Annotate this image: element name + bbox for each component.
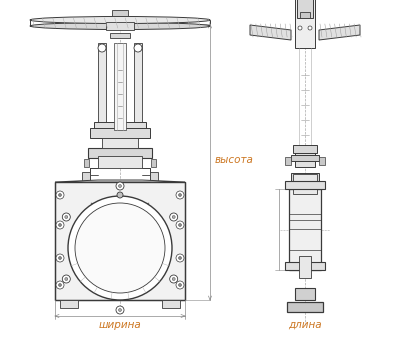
Bar [60, 300, 78, 308]
Bar [112, 10, 128, 16]
Circle shape [75, 203, 165, 293]
Ellipse shape [30, 22, 210, 29]
Bar [110, 33, 130, 38]
Circle shape [65, 216, 68, 219]
Circle shape [56, 281, 64, 289]
Bar [293, 145, 317, 153]
Circle shape [56, 191, 64, 199]
Bar [291, 173, 319, 181]
Bar [98, 156, 142, 168]
Bar [134, 43, 142, 130]
Bar [287, 302, 323, 312]
Circle shape [62, 275, 70, 283]
Bar [106, 22, 134, 30]
Bar [98, 43, 106, 130]
Bar [150, 172, 158, 182]
Circle shape [178, 224, 182, 227]
Circle shape [58, 256, 62, 260]
Bar [114, 43, 126, 130]
Bar [291, 155, 319, 161]
Bar [88, 148, 152, 158]
Polygon shape [250, 25, 291, 40]
Circle shape [58, 193, 62, 197]
Circle shape [178, 193, 182, 197]
Circle shape [298, 26, 302, 30]
Circle shape [176, 281, 184, 289]
Bar [295, 153, 315, 167]
Bar [300, 12, 310, 18]
Bar [297, 0, 313, 18]
Circle shape [176, 191, 184, 199]
Circle shape [176, 254, 184, 262]
Text: ширина: ширина [99, 320, 141, 330]
Bar [151, 159, 156, 167]
Bar [90, 128, 150, 138]
Circle shape [116, 306, 124, 314]
Circle shape [117, 192, 123, 198]
Bar [293, 174, 317, 194]
Bar [285, 157, 291, 165]
Circle shape [170, 213, 178, 221]
Circle shape [58, 283, 62, 286]
Circle shape [172, 216, 175, 219]
Text: высота: высота [215, 155, 254, 165]
Circle shape [116, 182, 124, 190]
Circle shape [58, 224, 62, 227]
Bar [102, 138, 138, 148]
Ellipse shape [30, 17, 210, 24]
Circle shape [178, 256, 182, 260]
Circle shape [56, 254, 64, 262]
Bar [319, 157, 325, 165]
Bar [295, 0, 315, 48]
Circle shape [170, 275, 178, 283]
Circle shape [62, 213, 70, 221]
Circle shape [178, 283, 182, 286]
Bar [285, 262, 325, 270]
Polygon shape [55, 180, 185, 182]
Circle shape [172, 277, 175, 281]
Circle shape [65, 277, 68, 281]
Circle shape [56, 221, 64, 229]
Circle shape [176, 221, 184, 229]
Bar [84, 159, 89, 167]
Circle shape [134, 44, 142, 52]
Bar [299, 256, 311, 278]
Bar [162, 300, 180, 308]
Bar [285, 181, 325, 189]
Bar [82, 172, 90, 182]
Circle shape [308, 26, 312, 30]
Circle shape [98, 44, 106, 52]
Text: длина: длина [288, 320, 322, 330]
Bar [55, 182, 185, 300]
Circle shape [118, 309, 122, 311]
Polygon shape [319, 25, 360, 40]
Bar [295, 288, 315, 300]
Circle shape [118, 184, 122, 188]
Bar [289, 189, 321, 270]
Bar [94, 122, 146, 130]
Circle shape [68, 196, 172, 300]
